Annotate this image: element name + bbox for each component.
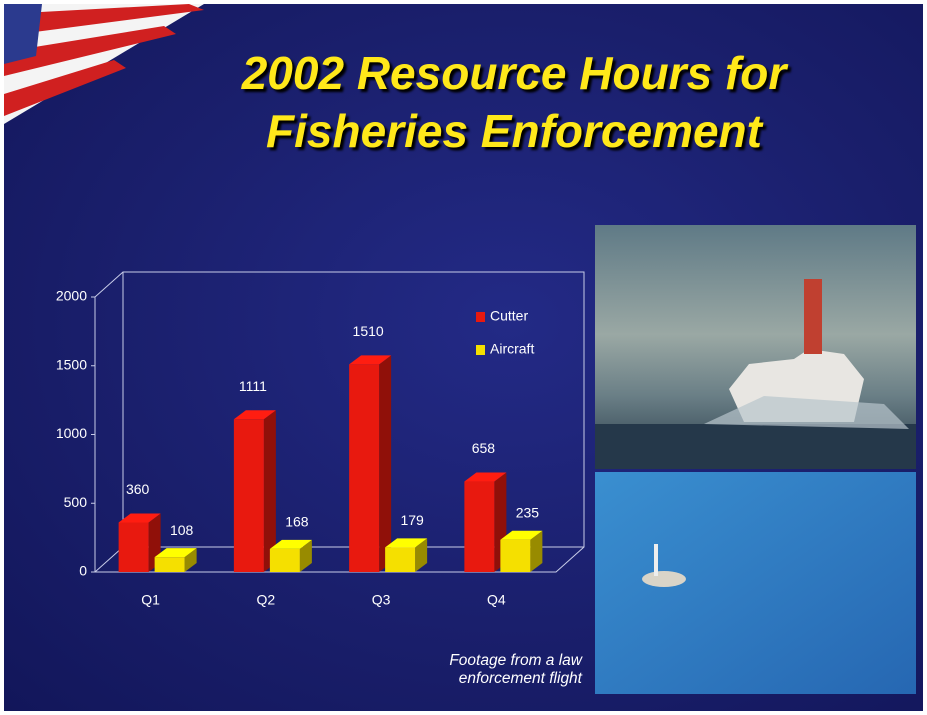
value-label: 658 xyxy=(472,440,496,456)
bar-top xyxy=(118,513,161,523)
flag xyxy=(4,4,204,124)
bar-top xyxy=(500,530,543,540)
bar xyxy=(349,364,380,572)
bar-top xyxy=(154,548,197,558)
y-tick-label: 1500 xyxy=(56,356,87,372)
bar-top xyxy=(385,538,428,548)
value-label: 179 xyxy=(400,512,424,528)
value-label: 168 xyxy=(285,514,309,530)
x-tick-label: Q4 xyxy=(487,592,506,608)
bar xyxy=(464,481,495,572)
chart: 0 500 1000 1500 2000 Q1 360 108 Q2 1111 168 Q3 1510 1… xyxy=(4,4,916,694)
bar-top xyxy=(269,539,312,549)
bar xyxy=(269,548,300,572)
legend-label: Aircraft xyxy=(490,341,534,357)
bar-top xyxy=(233,410,276,420)
y-tick-label: 2000 xyxy=(56,288,87,304)
bar-side xyxy=(263,410,276,572)
bar-top xyxy=(464,472,507,482)
bar-side xyxy=(530,530,543,572)
legend-swatch xyxy=(476,345,485,355)
bar xyxy=(500,539,531,572)
bar-side xyxy=(379,355,392,572)
bar-side xyxy=(299,539,312,572)
caption: Footage from a law enforcement flight xyxy=(449,652,582,687)
bar xyxy=(233,419,264,572)
legend-swatch xyxy=(476,312,485,322)
bar-side xyxy=(415,538,428,572)
bar xyxy=(154,557,185,572)
x-tick-label: Q1 xyxy=(141,592,160,608)
value-label: 360 xyxy=(126,481,150,497)
y-tick-label: 0 xyxy=(79,563,87,579)
x-tick-label: Q3 xyxy=(372,592,391,608)
bar-side xyxy=(184,548,197,572)
y-tick-label: 500 xyxy=(64,494,88,510)
bar xyxy=(385,547,416,572)
y-tick-label: 1000 xyxy=(56,425,87,441)
value-label: 1510 xyxy=(353,323,384,339)
bar-top xyxy=(349,355,392,365)
value-label: 235 xyxy=(516,504,540,520)
bar xyxy=(118,522,149,572)
x-tick-label: Q2 xyxy=(257,592,276,608)
photo-sea xyxy=(595,472,916,694)
photo-cutter xyxy=(595,225,916,469)
value-label: 108 xyxy=(170,522,194,538)
value-label: 1111 xyxy=(239,378,267,394)
chart-title: 2002 Resource Hours for Fisheries Enforc… xyxy=(241,47,787,157)
legend-label: Cutter xyxy=(490,308,528,324)
slide: 0 500 1000 1500 2000 Q1 360 108 Q2 1111 168 Q3 1510 1… xyxy=(4,4,923,711)
